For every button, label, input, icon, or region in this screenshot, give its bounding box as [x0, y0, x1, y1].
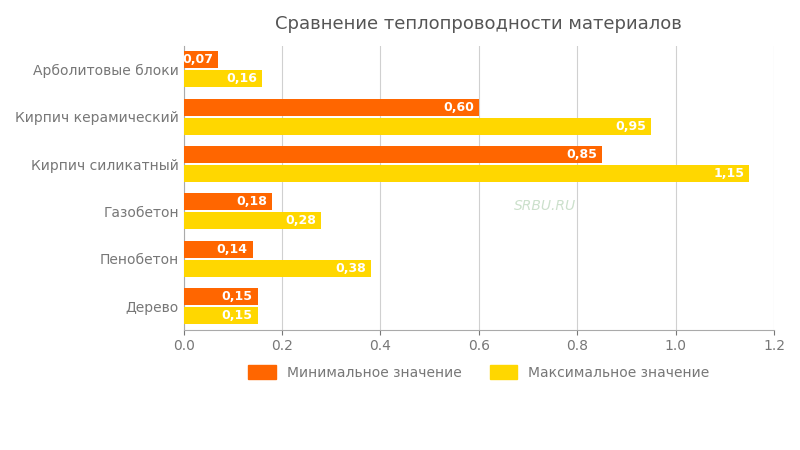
- Title: Сравнение теплопроводности материалов: Сравнение теплопроводности материалов: [275, 15, 682, 33]
- Text: 0,95: 0,95: [615, 120, 646, 133]
- Text: 1,15: 1,15: [714, 167, 745, 180]
- Text: 0,28: 0,28: [286, 214, 317, 227]
- Text: 0,15: 0,15: [222, 309, 253, 322]
- Text: 0,85: 0,85: [566, 148, 597, 161]
- Bar: [184, 212, 322, 230]
- Bar: [184, 70, 262, 87]
- Text: 0,07: 0,07: [182, 54, 214, 66]
- Bar: [184, 117, 651, 135]
- Text: 0,15: 0,15: [222, 290, 253, 303]
- Bar: [184, 146, 602, 163]
- Text: 0,14: 0,14: [217, 243, 248, 256]
- Bar: [184, 288, 258, 305]
- Bar: [184, 241, 253, 258]
- Bar: [184, 99, 479, 116]
- Text: 0,16: 0,16: [226, 72, 258, 86]
- Bar: [184, 307, 258, 324]
- Bar: [184, 51, 218, 68]
- Text: 0,60: 0,60: [443, 101, 474, 114]
- Text: 0,18: 0,18: [237, 195, 267, 208]
- Bar: [184, 165, 750, 182]
- Text: SRBU.RU: SRBU.RU: [514, 199, 577, 213]
- Bar: [184, 194, 272, 211]
- Legend: Минимальное значение, Максимальное значение: Минимальное значение, Максимальное значе…: [242, 360, 715, 385]
- Text: 0,38: 0,38: [335, 261, 366, 274]
- Bar: [184, 260, 370, 277]
